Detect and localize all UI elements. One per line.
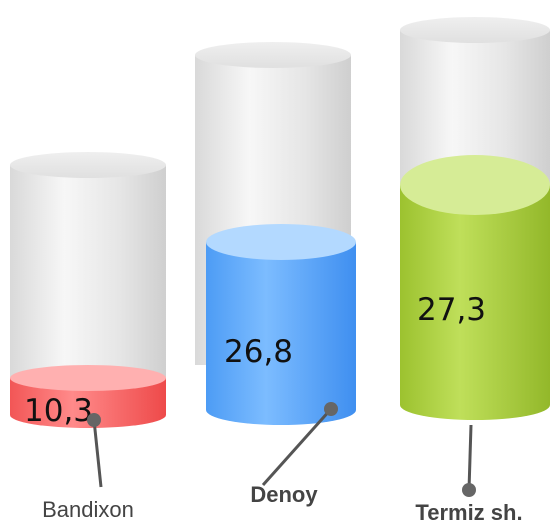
leader-line-bandixon: [92, 419, 103, 488]
leader-dot-bandixon: [87, 413, 101, 427]
leader-termiz: [462, 424, 476, 497]
bar-body-denoy: [206, 242, 356, 425]
category-label-termiz: Termiz sh.: [415, 500, 522, 525]
glass-top-0: [10, 152, 166, 178]
bar-body-bandixon: [10, 378, 166, 428]
bar-top-termiz: [400, 155, 550, 215]
leader-dot-termiz: [462, 483, 476, 497]
bar-top-bandixon: [10, 365, 166, 391]
value-label-bandixon: 10,3: [24, 393, 93, 429]
leader-denoy: [261, 402, 338, 487]
bar-top-denoy: [206, 224, 356, 260]
value-label-termiz: 27,3: [417, 292, 486, 328]
category-label-denoy: Denoy: [250, 482, 318, 507]
glass-top-2: [400, 17, 550, 43]
leader-line-termiz: [467, 424, 473, 491]
leader-dot-denoy: [324, 402, 338, 416]
leader-line-denoy: [261, 407, 333, 487]
category-label-bandixon: Bandixon: [42, 497, 134, 522]
bar-body-termiz: [400, 185, 550, 420]
bar-bandixon: [10, 365, 166, 428]
bar-termiz: [400, 155, 550, 420]
glass-top-1: [195, 42, 351, 68]
bar-denoy: [206, 224, 356, 425]
leader-bandixon: [87, 413, 103, 488]
value-label-denoy: 26,8: [224, 334, 293, 370]
